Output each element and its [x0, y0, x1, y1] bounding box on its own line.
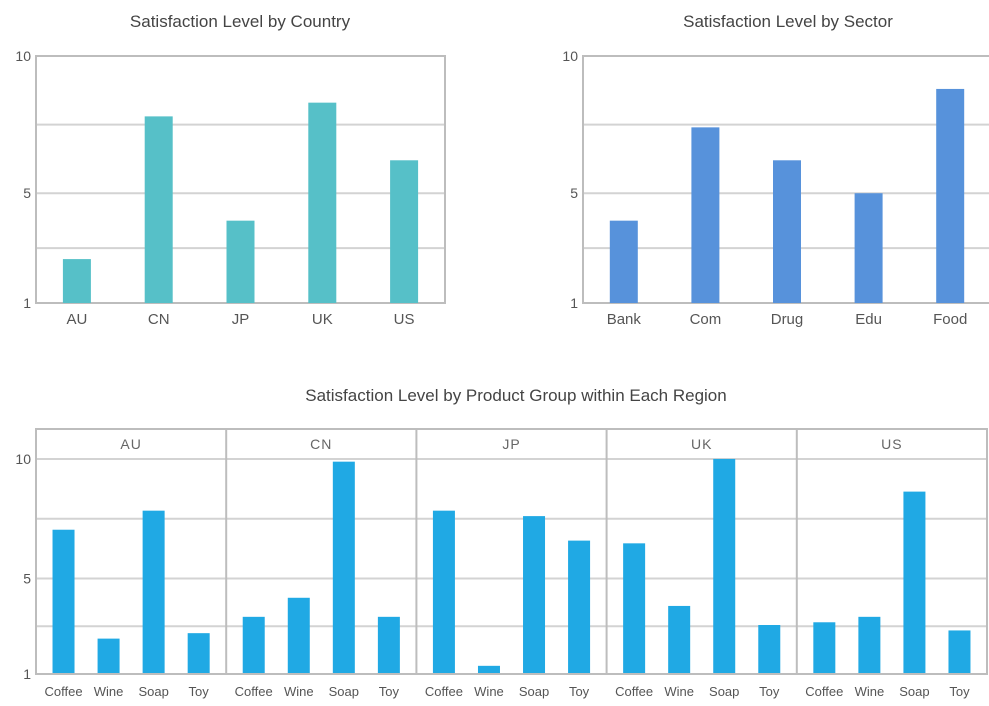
product-xtick-label: Wine: [94, 684, 124, 699]
sector-bar-bank: [609, 220, 638, 303]
sector-ytick-label: 10: [562, 48, 578, 64]
product-xtick-label: Coffee: [615, 684, 653, 699]
product-region-chart: Satisfaction Level by Product Group with…: [15, 386, 988, 699]
panel-label-jp: JP: [502, 436, 520, 452]
panel-label-uk: UK: [691, 436, 712, 452]
bar-cn-toy: [377, 616, 400, 674]
bar-us-soap: [903, 491, 926, 674]
country-ytick-label: 1: [23, 295, 31, 311]
country-bar-cn: [144, 116, 173, 303]
sector-bar-food: [936, 88, 965, 303]
country-bar-jp: [226, 220, 255, 303]
product-region-chart-title: Satisfaction Level by Product Group with…: [305, 386, 726, 405]
country-xtick-label: UK: [312, 311, 333, 328]
sector-bar-drug: [773, 160, 801, 303]
sector-bar-com: [691, 127, 720, 303]
country-chart-title: Satisfaction Level by Country: [130, 12, 351, 31]
product-xtick-label: Soap: [329, 684, 359, 699]
bar-cn-coffee: [242, 616, 265, 674]
panel-label-us: US: [881, 436, 902, 452]
bar-jp-soap: [523, 516, 546, 674]
country-ytick-label: 10: [15, 48, 31, 64]
product-xtick-label: Soap: [138, 684, 168, 699]
panel-label-cn: CN: [310, 436, 332, 452]
country-ytick-label: 5: [23, 185, 31, 201]
product-xtick-label: Soap: [519, 684, 549, 699]
product-xtick-label: Coffee: [805, 684, 843, 699]
bar-au-soap: [142, 510, 165, 674]
country-xtick-label: US: [394, 311, 415, 328]
product-xtick-label: Wine: [664, 684, 694, 699]
sector-bar-edu: [854, 193, 883, 303]
panel-label-au: AU: [120, 436, 141, 452]
product-xtick-label: Soap: [709, 684, 739, 699]
sector-ytick-label: 5: [570, 185, 578, 201]
country-xtick-label: AU: [66, 311, 87, 328]
product-ytick-label: 1: [23, 666, 31, 682]
bar-jp-coffee: [432, 510, 455, 674]
product-xtick-label: Coffee: [44, 684, 82, 699]
product-xtick-label: Toy: [189, 684, 210, 699]
sector-ytick-label: 1: [570, 295, 578, 311]
sector-chart: Satisfaction Level by Sector 1 5 10 Bank Com…: [562, 12, 989, 328]
product-xtick-label: Toy: [759, 684, 780, 699]
product-xtick-label: Toy: [379, 684, 400, 699]
country-chart: Satisfaction Level by Country 1 5 10 AU CN JP…: [15, 12, 446, 328]
product-xtick-label: Soap: [899, 684, 929, 699]
product-xtick-label: Wine: [284, 684, 314, 699]
country-bar-us: [390, 160, 419, 303]
bar-us-wine: [858, 616, 881, 674]
sector-chart-title: Satisfaction Level by Sector: [683, 12, 893, 31]
bar-au-wine: [97, 638, 120, 674]
product-xtick-label: Wine: [855, 684, 885, 699]
bar-cn-wine: [287, 597, 310, 674]
product-xtick-label: Coffee: [235, 684, 273, 699]
product-xtick-label: Toy: [949, 684, 970, 699]
product-ytick-label: 5: [23, 570, 31, 586]
bar-us-toy: [948, 630, 971, 674]
country-bar-uk: [308, 102, 337, 304]
sector-xtick-label: Food: [933, 311, 967, 328]
sector-xtick-label: Com: [690, 311, 722, 328]
bar-cn-soap: [332, 461, 355, 674]
bar-uk-soap: [713, 458, 736, 674]
bar-uk-coffee: [623, 543, 646, 674]
country-bar-au: [62, 259, 91, 303]
bar-au-toy: [187, 633, 210, 674]
product-xtick-label: Toy: [569, 684, 590, 699]
bar-us-coffee: [813, 622, 836, 674]
bar-uk-toy: [758, 625, 781, 674]
product-plot-frame: [35, 428, 988, 675]
country-xtick-label: CN: [148, 311, 170, 328]
product-xtick-label: Coffee: [425, 684, 463, 699]
product-ytick-label: 10: [15, 451, 31, 467]
sector-xtick-label: Edu: [855, 311, 882, 328]
bar-au-coffee: [52, 529, 75, 674]
bar-jp-toy: [568, 540, 591, 674]
country-xtick-label: JP: [232, 311, 250, 328]
bar-jp-wine: [477, 665, 500, 674]
sector-xtick-label: Bank: [607, 311, 642, 328]
sector-xtick-label: Drug: [771, 311, 804, 328]
product-xtick-label: Wine: [474, 684, 504, 699]
bar-uk-wine: [668, 605, 691, 674]
